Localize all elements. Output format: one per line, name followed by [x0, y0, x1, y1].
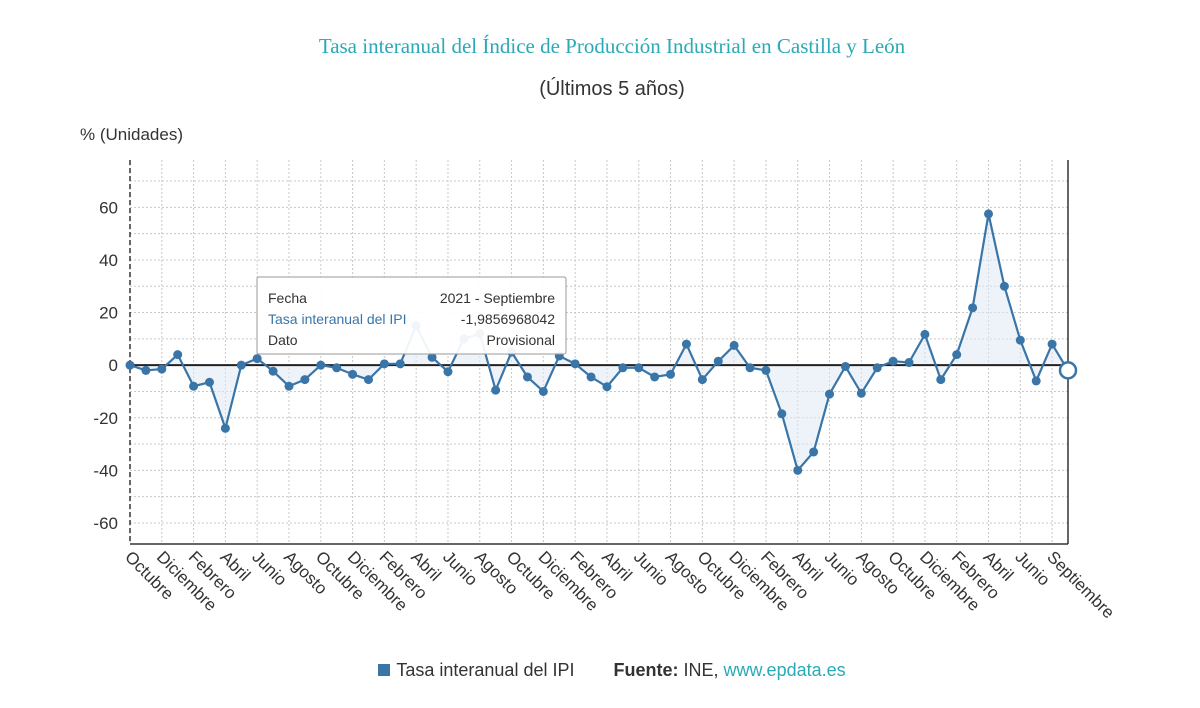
y-tick-labels: -60 -40 -20 0 20 40 60	[93, 198, 118, 533]
data-point	[666, 369, 676, 379]
y-axis-label: % (Unidades)	[80, 125, 183, 144]
tooltip-box	[256, 276, 567, 355]
chart-subtitle: (Últimos 5 años)	[539, 78, 685, 100]
data-point	[491, 385, 501, 395]
data-point	[904, 358, 914, 368]
tooltip-value: 2021 - Septiembre	[440, 290, 555, 306]
data-point	[729, 340, 739, 350]
data-point	[316, 360, 326, 370]
data-point	[204, 377, 214, 387]
data-point	[348, 369, 358, 379]
source-link[interactable]: www.epdata.es	[723, 660, 846, 680]
data-point	[363, 375, 373, 385]
tooltip-label: Fecha	[268, 290, 307, 306]
series-points	[125, 209, 1078, 475]
data-point	[1015, 335, 1025, 345]
data-point	[650, 372, 660, 382]
data-point	[713, 356, 723, 366]
data-point	[284, 381, 294, 391]
source-note: Fuente: INE, www.epdata.es	[614, 660, 846, 680]
data-point	[952, 350, 962, 360]
source-label: Fuente:	[613, 660, 679, 680]
tooltip: Fecha 2021 - Septiembre Tasa interanual de…	[256, 276, 567, 355]
data-point	[157, 364, 167, 374]
data-point	[809, 447, 819, 457]
data-point	[300, 375, 310, 385]
data-point	[252, 354, 262, 364]
data-point	[840, 361, 850, 371]
data-point	[999, 281, 1009, 291]
data-point	[189, 381, 199, 391]
data-point	[268, 366, 278, 376]
data-point	[141, 365, 151, 375]
legend: Tasa interanual del IPI Fuente: INE, www…	[0, 660, 1200, 681]
y-tick-label: 20	[99, 304, 118, 323]
y-tick-label: -60	[93, 514, 118, 533]
data-point	[1031, 376, 1041, 386]
tooltip-label: Dato	[268, 332, 298, 348]
data-point	[1047, 339, 1057, 349]
x-tick-label: Junio	[248, 547, 290, 589]
data-point	[920, 329, 930, 339]
data-point	[538, 386, 548, 396]
data-point	[618, 363, 628, 373]
data-point	[570, 359, 580, 369]
data-point	[522, 372, 532, 382]
data-point	[332, 363, 342, 373]
data-point	[697, 375, 707, 385]
y-tick-label: 60	[99, 198, 118, 217]
tooltip-value: -1,9856968042	[461, 311, 555, 327]
data-point	[634, 363, 644, 373]
tooltip-value: Provisional	[487, 332, 555, 348]
tooltip-label: Tasa interanual del IPI	[268, 311, 407, 327]
chart-title: Tasa interanual del Índice de Producción…	[318, 34, 906, 58]
legend-item-label[interactable]: Tasa interanual del IPI	[396, 660, 575, 680]
data-point	[793, 465, 803, 475]
y-tick-label: -40	[93, 461, 118, 480]
x-tick-label: Septiembre	[1043, 547, 1118, 622]
x-tick-label: Junio	[1011, 547, 1053, 589]
data-point	[872, 363, 882, 373]
data-point	[888, 356, 898, 366]
legend-swatch	[378, 664, 391, 676]
data-point	[236, 360, 246, 370]
x-tick-labels: OctubreDiciembreFebreroAbrilJunioAgostoO…	[121, 547, 1118, 622]
x-tick-label: Junio	[630, 547, 672, 589]
data-point	[602, 382, 612, 392]
highlighted-point	[1058, 361, 1078, 380]
data-point	[586, 372, 596, 382]
data-point	[220, 423, 230, 433]
y-tick-label: -20	[93, 409, 118, 428]
x-tick-label: Junio	[821, 547, 863, 589]
data-point	[125, 360, 135, 370]
source-name: INE,	[683, 660, 719, 680]
data-point	[936, 375, 946, 385]
data-point	[379, 359, 389, 369]
data-point	[856, 388, 866, 398]
data-point	[427, 352, 437, 362]
data-point	[761, 365, 771, 375]
data-point	[681, 339, 691, 349]
data-point	[777, 409, 787, 419]
data-point	[825, 389, 835, 399]
data-point	[173, 350, 183, 360]
data-point	[968, 303, 978, 313]
data-point	[395, 359, 405, 369]
data-point	[745, 363, 755, 373]
x-tick-label: Junio	[439, 547, 481, 589]
data-point	[984, 209, 994, 219]
y-tick-label: 0	[109, 356, 118, 375]
y-tick-label: 40	[99, 251, 118, 270]
data-point	[443, 367, 453, 377]
